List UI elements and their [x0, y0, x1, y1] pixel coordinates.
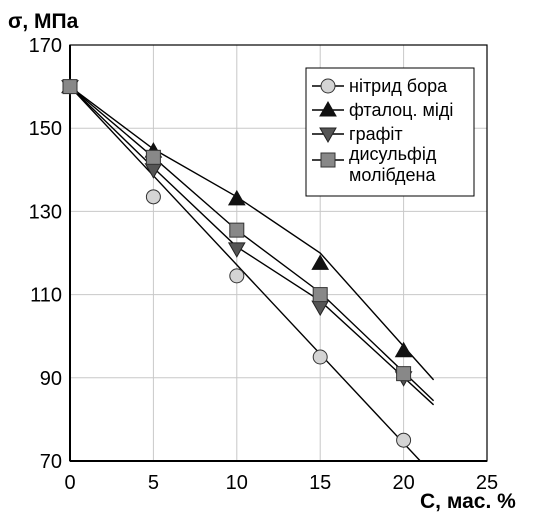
legend-swatch-marker: [319, 100, 337, 117]
series-4-point: [229, 222, 245, 238]
series-4-point: [396, 366, 412, 382]
x-axis-title: С, мас. %: [420, 490, 516, 513]
y-tick-label: 110: [30, 285, 62, 307]
series-1-point: [229, 268, 245, 284]
series-4-point: [312, 287, 328, 303]
legend-swatch-marker: [319, 127, 337, 144]
series-3-point: [311, 300, 330, 317]
legend-label: графіт: [349, 124, 403, 144]
series-4-point: [145, 149, 161, 165]
x-tick-label: 25: [476, 472, 498, 494]
series-4-point: [62, 79, 78, 95]
x-tick-label: 15: [309, 472, 331, 494]
x-tick-label: 5: [148, 472, 159, 494]
series-3-point: [227, 242, 246, 258]
legend-label: молібдена: [349, 165, 436, 185]
legend-swatch-marker: [320, 78, 336, 94]
series-2-point: [311, 254, 330, 270]
legend: нітрид бора фталоц. міді графітдисульфідмо…: [305, 67, 475, 197]
y-tick-label: 170: [29, 35, 62, 57]
series-2-point: [227, 189, 246, 206]
series-1-point: [396, 432, 412, 448]
series-3-point: [144, 163, 163, 179]
y-tick-label: 150: [29, 118, 62, 140]
series-2-point: [394, 341, 413, 358]
x-tick-label: 10: [226, 472, 248, 494]
legend-label: нітрид бора: [349, 76, 448, 96]
x-tick-label: 20: [392, 472, 414, 494]
legend-label: дисульфід: [349, 144, 437, 164]
legend-swatch-marker: [320, 152, 336, 168]
tick-labels: 0 5 10 15 20 25 70 90 110 130 150 170: [29, 35, 499, 494]
legend-label: фталоц. міді: [349, 100, 453, 120]
y-axis-title: σ, МПа: [8, 10, 79, 33]
y-tick-label: 90: [40, 368, 62, 390]
series-1-point: [145, 189, 161, 205]
y-tick-label: 130: [29, 201, 62, 223]
x-tick-label: 0: [64, 472, 75, 494]
data-markers: [61, 77, 413, 448]
plot-frame: [69, 44, 488, 462]
series-1-point: [312, 349, 328, 365]
series-1-trend-line: [69, 86, 421, 462]
y-tick-label: 70: [40, 451, 62, 473]
